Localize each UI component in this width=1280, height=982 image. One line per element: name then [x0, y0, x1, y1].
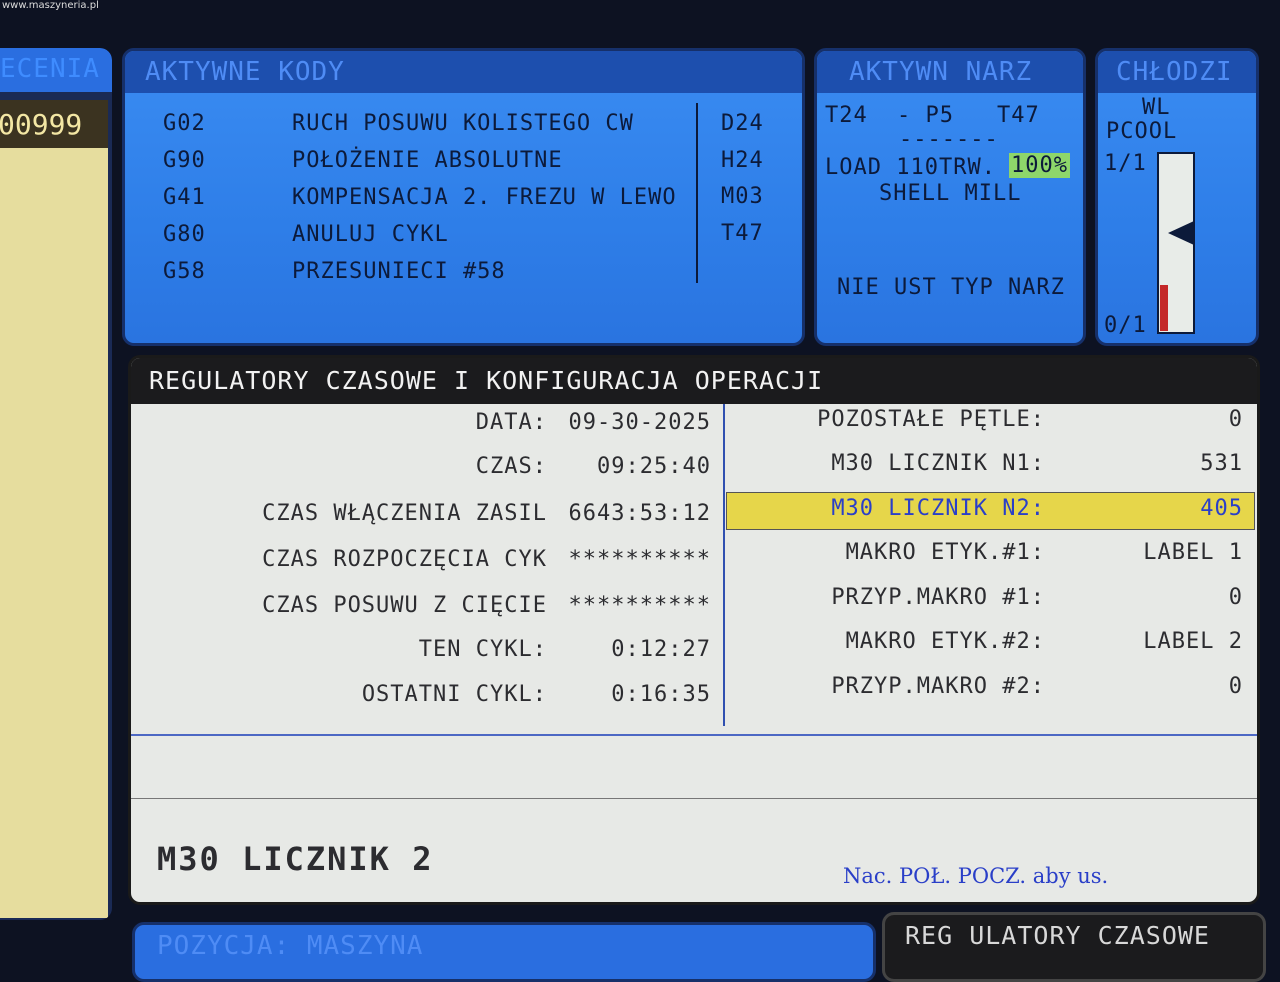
g-code: G58: [163, 259, 206, 284]
timer-label: CZAS POSUWU Z CIĘCIE: [262, 593, 547, 618]
tool-number: T24: [825, 103, 868, 128]
setting-label: M30 LICZNIK N2:: [831, 496, 1045, 521]
next-tool: T47: [997, 103, 1040, 128]
g-code-description: PRZESUNIECI #58: [292, 259, 506, 284]
selected-row: [726, 492, 1255, 530]
g-code: G80: [163, 222, 206, 247]
active-value: M03: [721, 184, 764, 209]
timer-value: 09-30-2025: [568, 410, 711, 435]
tool-type: NIE UST TYP NARZ: [837, 275, 1065, 300]
separator: -------: [899, 127, 999, 152]
setting-value: 405: [1200, 496, 1243, 521]
timer-value: 09:25:40: [597, 454, 711, 479]
timer-label: CZAS:: [475, 454, 547, 479]
coolant-label: PCOOL: [1106, 119, 1178, 144]
g-code-description: RUCH POSUWU KOLISTEGO CW: [292, 111, 634, 136]
timer-label: CZAS ROZPOCZĘCIA CYK: [262, 547, 547, 572]
separator-line: [131, 734, 1257, 736]
active-value: T47: [721, 220, 764, 246]
panel-header: [131, 358, 1257, 404]
timer-value: **********: [568, 593, 711, 618]
load-label: LOAD 110TRW.: [825, 155, 996, 180]
gauge-pointer: [1168, 221, 1194, 245]
left-panel-value-bg: [0, 100, 108, 148]
setting-label: PRZYP.MAKRO #1:: [831, 585, 1045, 610]
pocket: - P5: [897, 103, 954, 128]
timer-label: DATA:: [475, 410, 547, 435]
panel-header: [1098, 51, 1256, 93]
timer-label: TEN CYKL:: [418, 637, 547, 662]
left-panel-body: [0, 100, 108, 918]
left-panel-title: ECENIA: [0, 54, 100, 84]
panel-title: REGULATORY CZASOWE I KONFIGURACJA OPERAC…: [149, 366, 824, 395]
timer-value: 0:12:27: [611, 637, 711, 662]
gauge-frame: [1157, 152, 1195, 334]
coolant-top: 1/1: [1104, 151, 1147, 176]
timers-panel: REGULATORY CZASOWE I KONFIGURACJA OPERAC…: [128, 355, 1260, 905]
active-codes-panel: AKTYWNE KODY G02 RUCH POSUWU KOLISTEGO CW…: [122, 48, 805, 346]
tool-name: SHELL MILL: [879, 181, 1022, 206]
g-code-description: POŁOŻENIE ABSOLUTNE: [292, 148, 563, 173]
tab-label: REG ULATORY CZASOWE: [905, 921, 1210, 950]
panel-title: AKTYWNE KODY: [145, 57, 345, 87]
g-code: G90: [163, 148, 206, 173]
setting-value: LABEL 1: [1143, 540, 1243, 565]
divider: [696, 103, 698, 283]
setting-label: POZOSTAŁE PĘTLE:: [817, 407, 1045, 432]
separator-line: [131, 798, 1257, 799]
coolant-label: WL: [1142, 95, 1171, 120]
setting-value: LABEL 2: [1143, 629, 1243, 654]
coolant-panel: CHŁODZI WL PCOOL 1/1 0/1: [1095, 48, 1259, 346]
g-code-description: ANULUJ CYKL: [292, 222, 449, 247]
timer-value: **********: [568, 547, 711, 572]
divider: [723, 404, 725, 726]
timer-label: CZAS WŁĄCZENIA ZASIL: [262, 501, 547, 526]
g-code: G41: [163, 185, 206, 210]
left-panel-header: [0, 48, 112, 92]
watermark: www.maszyneria.pl: [2, 0, 99, 11]
message: M30 LICZNIK 2: [157, 840, 434, 878]
panel-header: [817, 51, 1083, 93]
active-value: H24: [721, 147, 764, 173]
tab-label: POZYCJA: MASZYNA: [157, 931, 424, 961]
hint: Nac. POŁ. POCZ. aby us.: [843, 864, 1109, 888]
panel-title: CHŁODZI: [1116, 57, 1233, 87]
timer-value: 6643:53:12: [568, 501, 711, 526]
active-value: D24: [721, 111, 764, 136]
setting-value: 0: [1228, 585, 1243, 610]
g-code: G02: [163, 111, 206, 136]
setting-label: MAKRO ETYK.#1:: [845, 540, 1045, 565]
left-panel: ECENIA 00999: [0, 48, 112, 920]
coolant-bottom: 0/1: [1104, 313, 1147, 338]
setting-value: 0: [1228, 674, 1243, 699]
bottom-tab: POZYCJA: MASZYNA: [132, 922, 876, 982]
timer-value: 0:16:35: [611, 682, 711, 707]
setting-label: MAKRO ETYK.#2:: [845, 629, 1045, 654]
setting-label: M30 LICZNIK N1:: [831, 451, 1045, 476]
panel-title: AKTYWN NARZ: [849, 57, 1033, 87]
load-value: 100%: [1009, 153, 1070, 178]
setting-value: 0: [1228, 407, 1243, 432]
timer-label: OSTATNI CYKL:: [361, 682, 547, 707]
bottom-tab: REG ULATORY CZASOWE: [882, 912, 1266, 982]
panel-header: [125, 51, 802, 93]
setting-value: 531: [1200, 451, 1243, 476]
setting-label: PRZYP.MAKRO #2:: [831, 674, 1045, 699]
coolant-gauge: [1157, 152, 1195, 334]
g-code-description: KOMPENSACJA 2. FREZU W LEWO: [292, 185, 677, 210]
gauge-level: [1160, 285, 1168, 331]
program-number: 00999: [0, 108, 83, 141]
active-tool-panel: AKTYWN NARZ T24 - P5 T47 ------- LOAD 11…: [814, 48, 1086, 346]
